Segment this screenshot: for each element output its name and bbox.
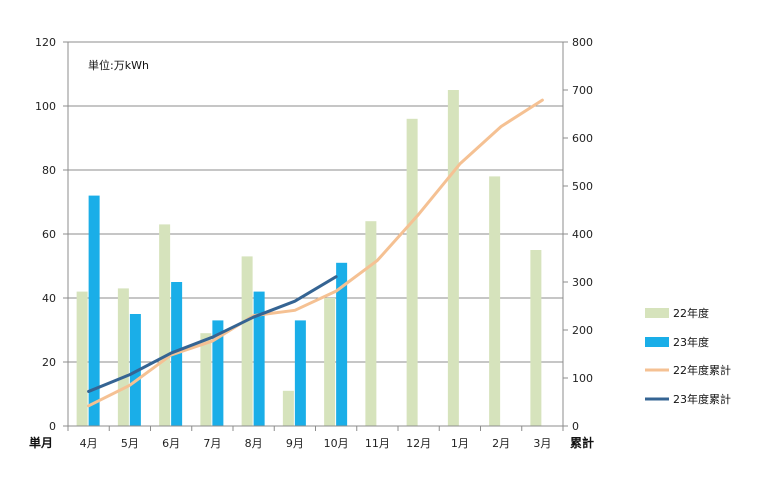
x-tick-label: 2月	[492, 437, 510, 450]
left-tick-label: 100	[35, 100, 56, 113]
bar-23年度-10月	[336, 262, 348, 426]
x-tick-label: 10月	[324, 437, 349, 450]
left-tick-label: 40	[42, 292, 56, 305]
right-tick-label: 300	[572, 276, 593, 289]
x-tick-label: 8月	[245, 437, 263, 450]
legend-label-22: 22年度	[673, 306, 709, 320]
x-tick-label: 6月	[162, 437, 180, 450]
bar-22年度-1月	[447, 90, 459, 426]
x-axis-label-monthly: 単月	[29, 435, 53, 450]
bar-23年度-9月	[294, 320, 306, 426]
legend-swatch-23-bar	[645, 337, 669, 347]
line-23年度累計	[87, 275, 338, 393]
left-tick-label: 80	[42, 164, 56, 177]
bar-23年度-8月	[253, 291, 265, 426]
gridlines	[68, 41, 563, 427]
legend-label-22-cum: 22年度累計	[673, 363, 731, 377]
bar-22年度-5月	[117, 288, 129, 426]
bar-22年度-3月	[530, 250, 542, 426]
x-tick-label: 4月	[80, 437, 98, 450]
bar-22年度-6月	[159, 224, 171, 426]
line-22年度累計	[87, 98, 544, 408]
bar-22年度-9月	[282, 390, 294, 426]
bars	[76, 90, 542, 427]
bar-23年度-7月	[212, 320, 224, 426]
x-tick-label: 9月	[286, 437, 304, 450]
x-tick-label: 12月	[406, 437, 431, 450]
x-tick-label: 11月	[365, 437, 390, 450]
lines	[87, 98, 544, 408]
bar-22年度-7月	[200, 333, 212, 426]
x-tick-label: 1月	[451, 437, 469, 450]
bar-22年度-10月	[324, 298, 336, 426]
x-tick-label: 7月	[203, 437, 221, 450]
bar-22年度-11月	[365, 221, 377, 426]
right-tick-label: 100	[572, 372, 593, 385]
axes	[63, 41, 568, 431]
left-axis-ticks: 0 20 40 60 80 100 120	[35, 36, 56, 433]
x-tick-label: 3月	[533, 437, 551, 450]
bar-23年度-5月	[129, 314, 141, 426]
right-tick-label: 0	[572, 420, 579, 433]
bar-22年度-2月	[489, 176, 501, 426]
left-tick-label: 120	[35, 36, 56, 49]
right-tick-label: 500	[572, 180, 593, 193]
right-tick-label: 600	[572, 132, 593, 145]
bar-22年度-4月	[76, 291, 88, 426]
left-tick-label: 0	[49, 420, 56, 433]
bar-22年度-12月	[406, 118, 418, 427]
right-tick-label: 400	[572, 228, 593, 241]
legend-label-23: 23年度	[673, 335, 709, 349]
x-axis-ticks: 4月 5月 6月 7月 8月 9月 10月 11月 12月 1月 2月 3月	[80, 437, 552, 450]
legend-swatch-22-bar	[645, 308, 669, 318]
legend-label-23-cum: 23年度累計	[673, 392, 731, 406]
right-tick-label: 700	[572, 84, 593, 97]
left-tick-label: 60	[42, 228, 56, 241]
right-axis-ticks: 0 100 200 300 400 500 600 700 800	[572, 36, 593, 433]
right-tick-label: 800	[572, 36, 593, 49]
x-tick-label: 5月	[121, 437, 139, 450]
bar-22年度-8月	[241, 256, 253, 426]
legend: 22年度 23年度 22年度累計 23年度累計	[645, 306, 731, 406]
right-axis-label-cumulative: 累計	[570, 435, 594, 450]
bar-23年度-4月	[88, 195, 100, 426]
left-tick-label: 20	[42, 356, 56, 369]
unit-label: 単位:万kWh	[88, 58, 149, 72]
right-tick-label: 200	[572, 324, 593, 337]
